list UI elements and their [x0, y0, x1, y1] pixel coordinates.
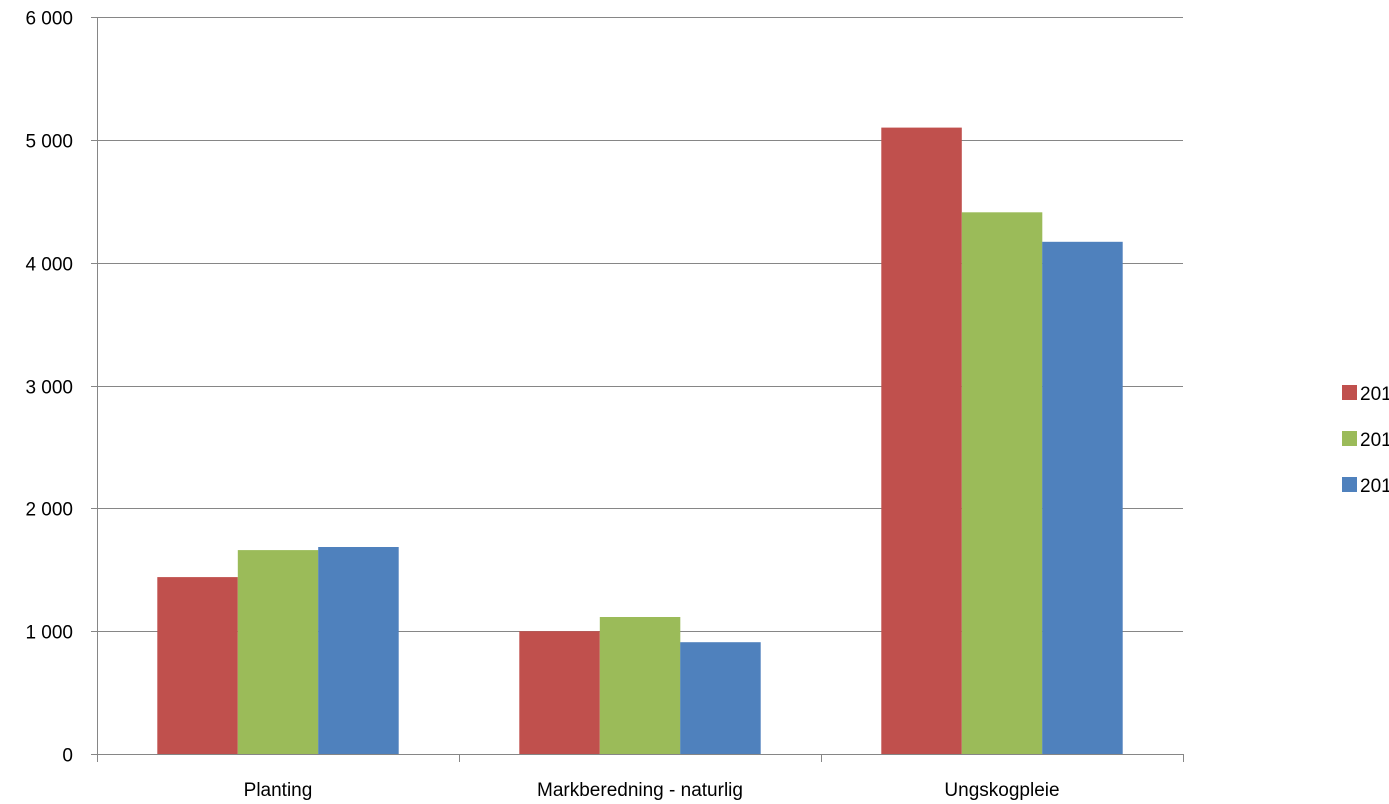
legend-swatch-2010 — [1342, 385, 1357, 400]
legend-label: 2010 — [1360, 384, 1389, 405]
bar-2012-0 — [318, 547, 399, 754]
y-tick-label: 3 000 — [25, 378, 73, 399]
y-tick-label: 5 000 — [25, 132, 73, 153]
legend-label: 2011 — [1360, 430, 1389, 451]
x-category-label: Ungskogpleie — [944, 780, 1059, 801]
y-tick-labels: 0 1 000 2 000 3 000 4 000 5 000 6 000 — [25, 9, 73, 767]
bar-2012-1 — [680, 642, 761, 754]
y-tick-label: 6 000 — [25, 9, 73, 30]
y-tick-label: 4 000 — [25, 255, 73, 276]
bar-2012-2 — [1042, 242, 1123, 754]
bar-2011-2 — [962, 212, 1043, 754]
y-tick-label: 0 — [62, 746, 73, 767]
bar-2011-0 — [238, 550, 318, 754]
bar-2011-1 — [600, 617, 681, 754]
bar-2010-2 — [881, 128, 962, 754]
bars — [157, 128, 1122, 754]
x-category-label: Planting — [244, 780, 313, 801]
legend-swatch-2011 — [1342, 431, 1357, 446]
y-tick-label: 2 000 — [25, 500, 73, 521]
bar-2010-0 — [157, 577, 238, 754]
legend-swatch-2012 — [1342, 477, 1357, 492]
bar-2010-1 — [519, 631, 600, 754]
x-category-labels: Planting Markberedning - naturlig Ungskogp… — [244, 780, 1060, 801]
y-tick-label: 1 000 — [25, 623, 73, 644]
x-category-label: Markberedning - naturlig — [537, 780, 743, 801]
